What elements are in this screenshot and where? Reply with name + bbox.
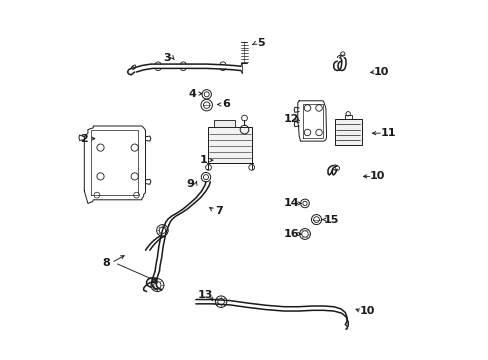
Text: 12: 12 — [283, 114, 299, 124]
Text: 2: 2 — [80, 134, 88, 144]
Text: 15: 15 — [323, 215, 338, 225]
Bar — [213, 120, 235, 127]
Text: 8: 8 — [102, 258, 109, 268]
Text: 9: 9 — [186, 179, 194, 189]
Text: 16: 16 — [283, 229, 299, 239]
Bar — [208, 127, 251, 163]
Text: 10: 10 — [373, 67, 388, 77]
Text: 5: 5 — [256, 38, 264, 48]
Text: 13: 13 — [197, 290, 212, 300]
Text: 6: 6 — [222, 99, 230, 109]
Text: 1: 1 — [199, 155, 206, 165]
Text: 4: 4 — [188, 89, 196, 99]
Text: 7: 7 — [215, 206, 223, 216]
Text: 10: 10 — [359, 306, 374, 316]
Bar — [334, 119, 361, 145]
Text: 11: 11 — [380, 128, 395, 138]
Text: 14: 14 — [283, 198, 299, 208]
Text: 10: 10 — [369, 171, 385, 181]
Text: 3: 3 — [163, 53, 171, 63]
